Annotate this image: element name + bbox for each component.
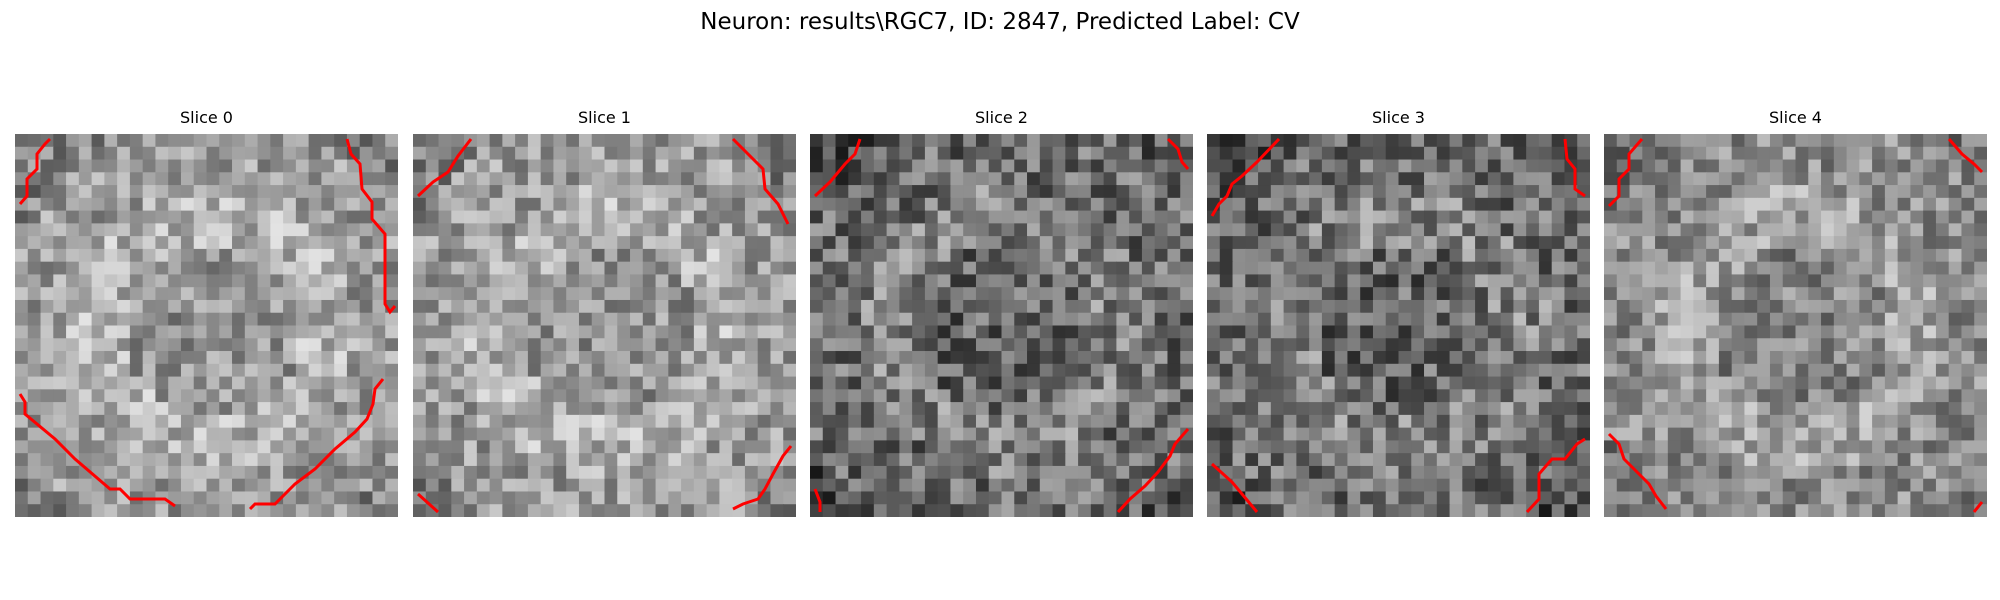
slice-panel-4: Slice 4 bbox=[1604, 108, 1987, 517]
contour-line bbox=[1563, 138, 1586, 198]
contour-line bbox=[18, 137, 52, 205]
contour-lines bbox=[1210, 137, 1586, 514]
contour-line bbox=[813, 488, 822, 512]
slice-title: Slice 2 bbox=[975, 108, 1028, 127]
slice-panel-3: Slice 3 bbox=[1207, 108, 1590, 517]
contour-line bbox=[416, 492, 440, 514]
slice-image-2 bbox=[810, 134, 1193, 517]
pixel-grid bbox=[1604, 134, 1987, 517]
slice-panel-1: Slice 1 bbox=[413, 108, 796, 517]
figure-title: Neuron: results\RGC7, ID: 2847, Predicte… bbox=[700, 9, 1300, 35]
slice-panel-2: Slice 2 bbox=[810, 108, 1193, 517]
slice-panel-0: Slice 0 bbox=[15, 108, 398, 517]
slice-title: Slice 1 bbox=[578, 108, 631, 127]
slice-image-4 bbox=[1604, 134, 1987, 517]
contour-line bbox=[731, 137, 790, 225]
contour-line bbox=[1116, 428, 1190, 514]
contour-lines bbox=[813, 137, 1190, 514]
pixel-grid bbox=[810, 134, 1193, 517]
contour-line bbox=[1607, 432, 1668, 510]
contour-line bbox=[1210, 137, 1281, 217]
contour-line bbox=[248, 378, 385, 511]
pixel-grid bbox=[15, 134, 398, 517]
contour-line bbox=[345, 138, 397, 315]
slice-image-1 bbox=[413, 134, 796, 517]
contour-line bbox=[416, 138, 473, 198]
pixel-grid bbox=[1207, 134, 1590, 517]
slice-title: Slice 3 bbox=[1372, 108, 1425, 127]
contour-line bbox=[1166, 137, 1190, 170]
contour-lines bbox=[416, 137, 793, 514]
contour-lines bbox=[18, 137, 397, 511]
slice-title: Slice 0 bbox=[180, 108, 233, 127]
contour-line bbox=[1972, 501, 1984, 513]
slice-title: Slice 4 bbox=[1769, 108, 1822, 127]
slice-image-0 bbox=[15, 134, 398, 517]
contour-line bbox=[1210, 462, 1259, 513]
contour-lines bbox=[1607, 138, 1984, 513]
contour-line bbox=[18, 393, 176, 508]
contour-line bbox=[1607, 138, 1644, 208]
contour-line bbox=[813, 138, 862, 198]
contour-line bbox=[732, 445, 793, 511]
contour-line bbox=[1525, 437, 1586, 514]
pixel-grid bbox=[413, 134, 796, 517]
contour-line bbox=[1947, 138, 1984, 174]
slice-image-3 bbox=[1207, 134, 1590, 517]
